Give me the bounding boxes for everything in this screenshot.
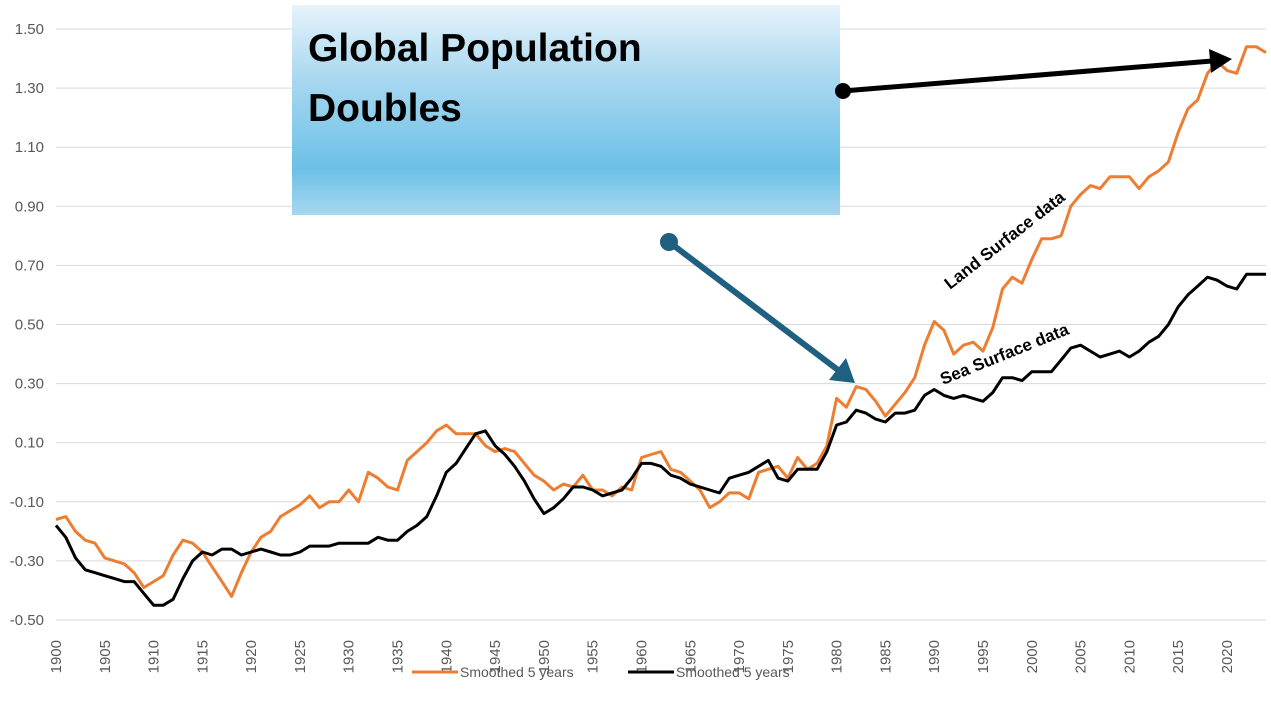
teal-arrow xyxy=(660,233,855,383)
y-axis-ticks: 1.50 1.30 1.10 0.90 0.70 0.50 0.30 0.10 -0.10 -0.… xyxy=(10,21,44,629)
x-tick-label: 1940 xyxy=(438,640,455,673)
legend-label-orange: Smoothed 5 years xyxy=(460,664,574,680)
x-tick-label: 1935 xyxy=(390,640,407,673)
gridlines xyxy=(56,28,1266,621)
x-tick-label: 2015 xyxy=(1170,640,1187,673)
y-tick-label: 0.30 xyxy=(15,376,44,393)
x-tick-label: 2005 xyxy=(1073,640,1090,673)
x-tick-label: 1955 xyxy=(585,640,602,673)
x-tick-label: 1990 xyxy=(926,640,943,673)
x-tick-label: 1925 xyxy=(292,640,309,673)
y-tick-label: -0.30 xyxy=(10,553,44,570)
x-axis-ticks: 1900 1905 1910 1915 1920 1925 1930 1935 1940 1945… xyxy=(48,640,1236,673)
y-tick-label: 0.10 xyxy=(15,435,44,452)
x-tick-label: 1900 xyxy=(48,640,65,673)
y-tick-label: -0.10 xyxy=(10,494,44,511)
black-arrow xyxy=(835,49,1232,99)
y-tick-label: 0.90 xyxy=(15,198,44,215)
x-tick-label: 1945 xyxy=(487,640,504,673)
y-tick-label: 1.30 xyxy=(15,80,44,97)
y-tick-label: 1.10 xyxy=(15,139,44,156)
series-line-land xyxy=(55,45,1267,598)
y-tick-label: 1.50 xyxy=(15,21,44,38)
title-box: Global Population Doubles xyxy=(292,5,840,215)
x-tick-label: 1975 xyxy=(780,640,797,673)
x-tick-label: 2000 xyxy=(1024,640,1041,673)
x-tick-label: 1980 xyxy=(829,640,846,673)
x-tick-label: 1985 xyxy=(877,640,894,673)
series-line-sea xyxy=(54,272,1266,607)
y-tick-label: -0.50 xyxy=(10,612,44,629)
y-tick-label: 0.70 xyxy=(15,257,44,274)
legend: Smoothed 5 years Smoothed 5 years xyxy=(412,664,790,680)
x-tick-label: 1905 xyxy=(97,640,114,673)
legend-label-black: Smoothed 5 years xyxy=(676,664,790,680)
y-tick-label: 0.50 xyxy=(15,317,44,334)
chart-title-line-2: Doubles xyxy=(308,87,462,130)
x-tick-label: 1995 xyxy=(975,640,992,673)
x-tick-label: 1965 xyxy=(682,640,699,673)
x-tick-label: 1970 xyxy=(731,640,748,673)
chart-title-line-1: Global Population xyxy=(308,27,642,70)
x-tick-label: 1910 xyxy=(146,640,163,673)
x-tick-label: 2010 xyxy=(1121,640,1138,673)
x-tick-label: 1960 xyxy=(633,640,650,673)
x-tick-label: 1950 xyxy=(536,640,553,673)
x-tick-label: 1915 xyxy=(194,640,211,673)
x-tick-label: 1920 xyxy=(243,640,260,673)
x-tick-label: 1930 xyxy=(341,640,358,673)
series-lines xyxy=(54,45,1267,607)
x-tick-label: 2020 xyxy=(1219,640,1236,673)
